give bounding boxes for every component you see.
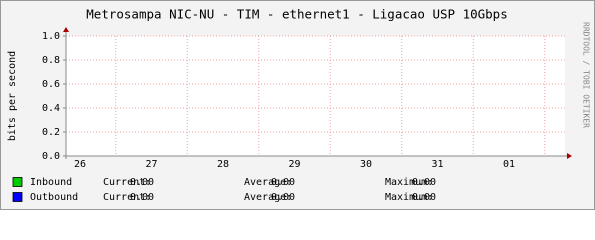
page: {"chart_data":{"type":"line","title":"Me… xyxy=(0,0,595,210)
y-tick-label: 0.0 xyxy=(42,151,60,162)
x-tick-label: 29 xyxy=(288,159,300,170)
plot-area xyxy=(66,36,565,156)
stat-value: 0.00 xyxy=(130,177,154,188)
stat-name: Maximum: xyxy=(385,177,433,188)
stat-value: 0.00 xyxy=(271,192,295,203)
legend-label: Outbound xyxy=(30,192,78,203)
chart: Metrosampa NIC-NU - TIM - ethernet1 - Li… xyxy=(0,0,595,210)
x-tick-label: 31 xyxy=(431,159,443,170)
y-tick-label: 0.8 xyxy=(42,55,60,66)
stat-name: Average: xyxy=(244,177,292,188)
legend-swatch xyxy=(12,192,23,202)
y-tick-label: 1.0 xyxy=(42,31,60,42)
x-tick-label: 27 xyxy=(145,159,157,170)
x-tick-label: 26 xyxy=(74,159,86,170)
stat-name: Current: xyxy=(103,177,151,188)
stat-value: 0.00 xyxy=(271,177,295,188)
stat-name: Maximum: xyxy=(385,192,433,203)
y-axis-label: bits per second xyxy=(7,51,18,141)
y-tick-label: 0.6 xyxy=(42,79,60,90)
x-tick-label: 28 xyxy=(217,159,229,170)
stat-name: Current: xyxy=(103,192,151,203)
y-tick-label: 0.2 xyxy=(42,127,60,138)
stat-value: 0.00 xyxy=(412,177,436,188)
chart-title: Metrosampa NIC-NU - TIM - ethernet1 - Li… xyxy=(86,7,507,22)
legend-label: Inbound xyxy=(30,177,72,188)
x-axis-arrow xyxy=(567,153,572,159)
stat-name: Average: xyxy=(244,192,292,203)
x-tick-label: 01 xyxy=(503,159,515,170)
y-axis-arrow xyxy=(63,27,69,32)
y-tick-label: 0.4 xyxy=(42,103,60,114)
stat-value: 0.00 xyxy=(130,192,154,203)
legend-swatch xyxy=(12,177,23,187)
stat-value: 0.00 xyxy=(412,192,436,203)
watermark: RRDTOOL / TOBI OETIKER xyxy=(582,22,591,128)
x-tick-label: 30 xyxy=(360,159,372,170)
